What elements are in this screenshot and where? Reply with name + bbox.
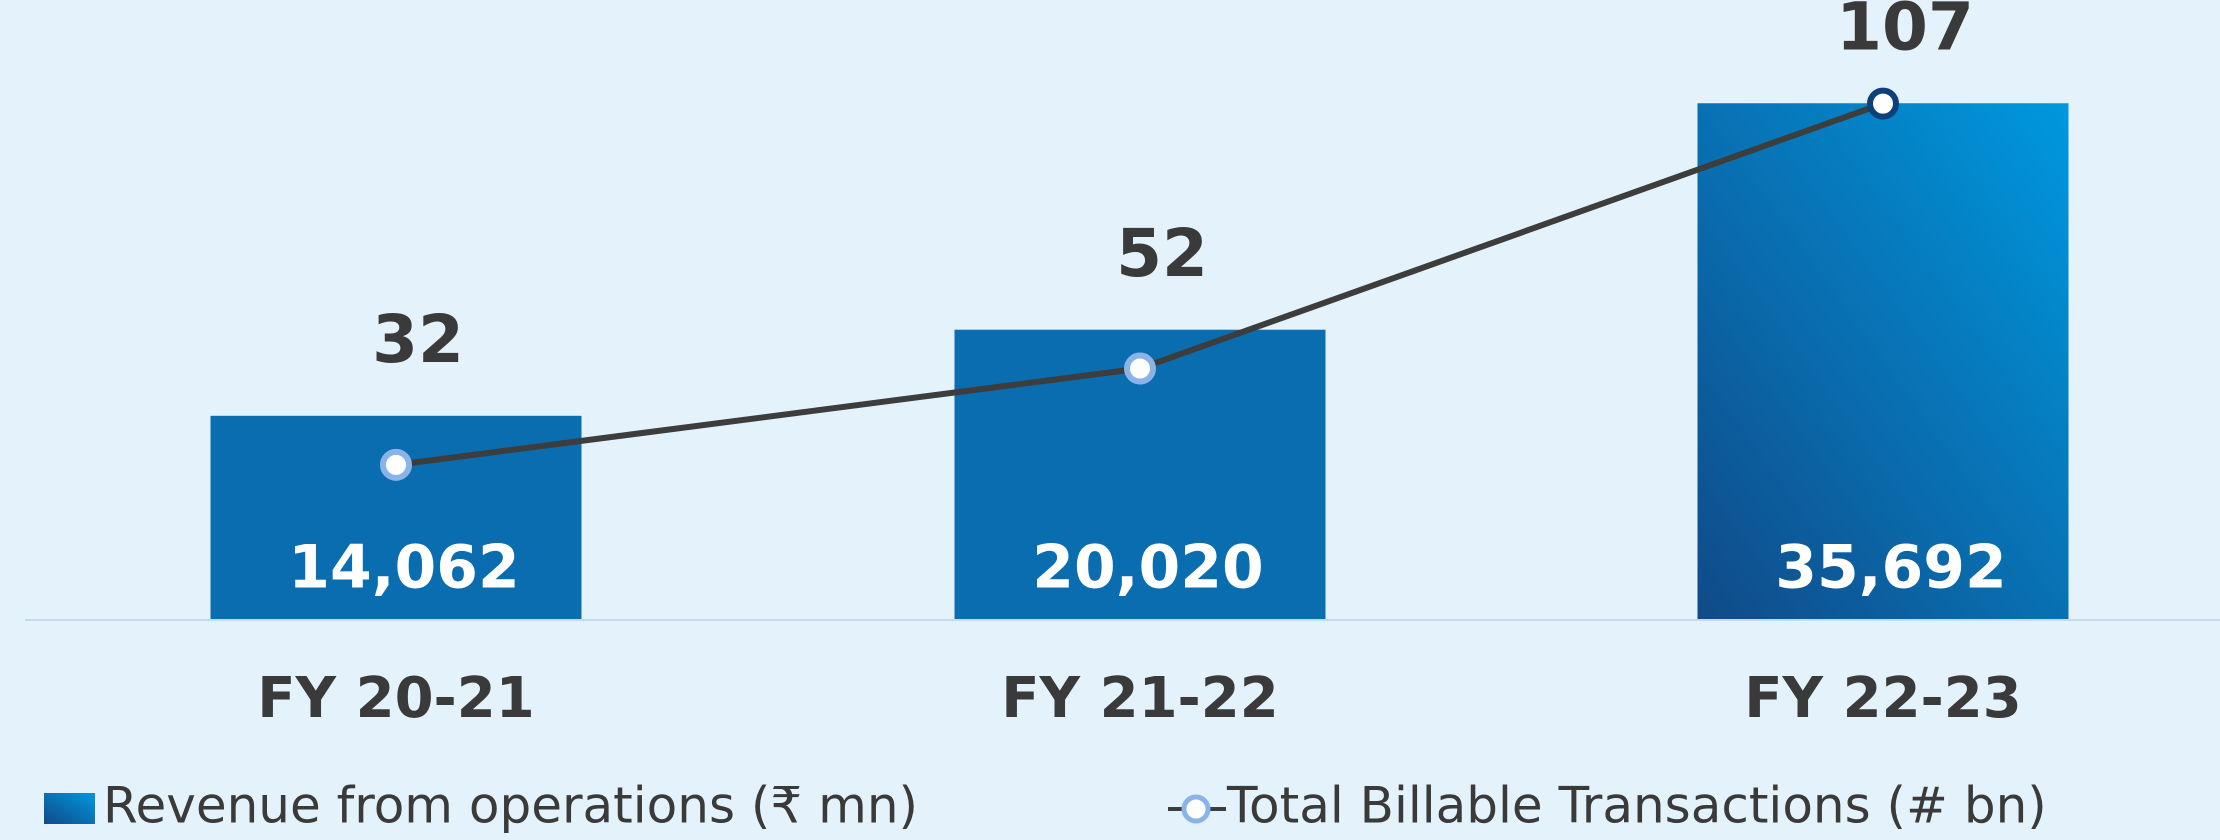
- x-tick-label: FY 21-22: [1001, 666, 1278, 731]
- legend-label: Total Billable Transactions (# bn): [1226, 777, 2047, 835]
- line-value-label: 52: [1116, 215, 1208, 292]
- x-tick-label: FY 22-23: [1744, 666, 2021, 731]
- line-value-label: 32: [372, 301, 464, 378]
- bar: [1697, 103, 2069, 619]
- legend-marker: [1181, 794, 1211, 824]
- bar-value-label: 35,692: [1775, 533, 2007, 603]
- line-marker: [1124, 352, 1156, 385]
- legend-label: Revenue from operations (₹ mn): [103, 777, 918, 835]
- legend-swatch: [44, 793, 95, 824]
- x-tick-label: FY 20-21: [257, 666, 534, 731]
- line-marker: [1867, 87, 1899, 120]
- line-value-label: 107: [1836, 0, 1974, 65]
- bar-value-label: 20,020: [1032, 533, 1264, 603]
- bar-value-label: 14,062: [288, 533, 520, 603]
- line-marker: [380, 448, 412, 481]
